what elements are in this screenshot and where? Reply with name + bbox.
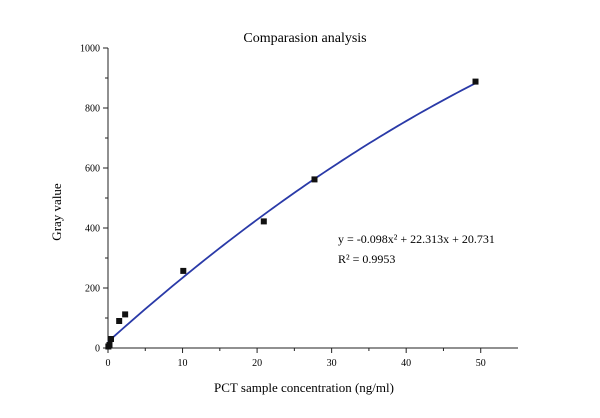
y-tick-label: 1000 xyxy=(80,44,100,55)
y-tick-label: 0 xyxy=(95,344,100,355)
r-squared: R² = 0.9953 xyxy=(338,252,395,266)
x-tick-label: 20 xyxy=(252,358,262,369)
data-point xyxy=(472,78,479,85)
fit-curve xyxy=(107,82,476,343)
fit-equation: y = -0.098x² + 22.313x + 20.731 xyxy=(338,232,495,246)
x-tick-label: 0 xyxy=(106,358,111,369)
y-tick-label: 200 xyxy=(85,284,100,295)
y-axis-label: Gray value xyxy=(49,183,64,241)
x-axis-ticks: 0 10 20 30 40 50 xyxy=(106,348,486,369)
x-tick-label: 40 xyxy=(401,358,411,369)
data-point xyxy=(116,318,123,324)
y-tick-label: 400 xyxy=(85,224,100,235)
data-points xyxy=(105,78,479,350)
data-point xyxy=(122,311,129,318)
chart-title: Comparasion analysis xyxy=(243,31,366,46)
plot-area: 0 10 20 30 40 50 0 200 400 600 800 1000 xyxy=(80,44,518,369)
data-point xyxy=(106,342,113,348)
x-tick-label: 10 xyxy=(178,358,188,369)
x-tick-label: 30 xyxy=(327,358,337,369)
y-tick-label: 800 xyxy=(85,104,100,115)
data-point xyxy=(107,336,114,342)
x-tick-label: 50 xyxy=(476,358,486,369)
x-axis-label: PCT sample concentration (ng/ml) xyxy=(214,380,394,395)
data-point xyxy=(260,218,267,225)
y-tick-label: 600 xyxy=(85,164,100,175)
y-axis-ticks: 0 200 400 600 800 1000 xyxy=(80,44,108,355)
data-point xyxy=(311,176,318,183)
data-point xyxy=(180,267,187,274)
